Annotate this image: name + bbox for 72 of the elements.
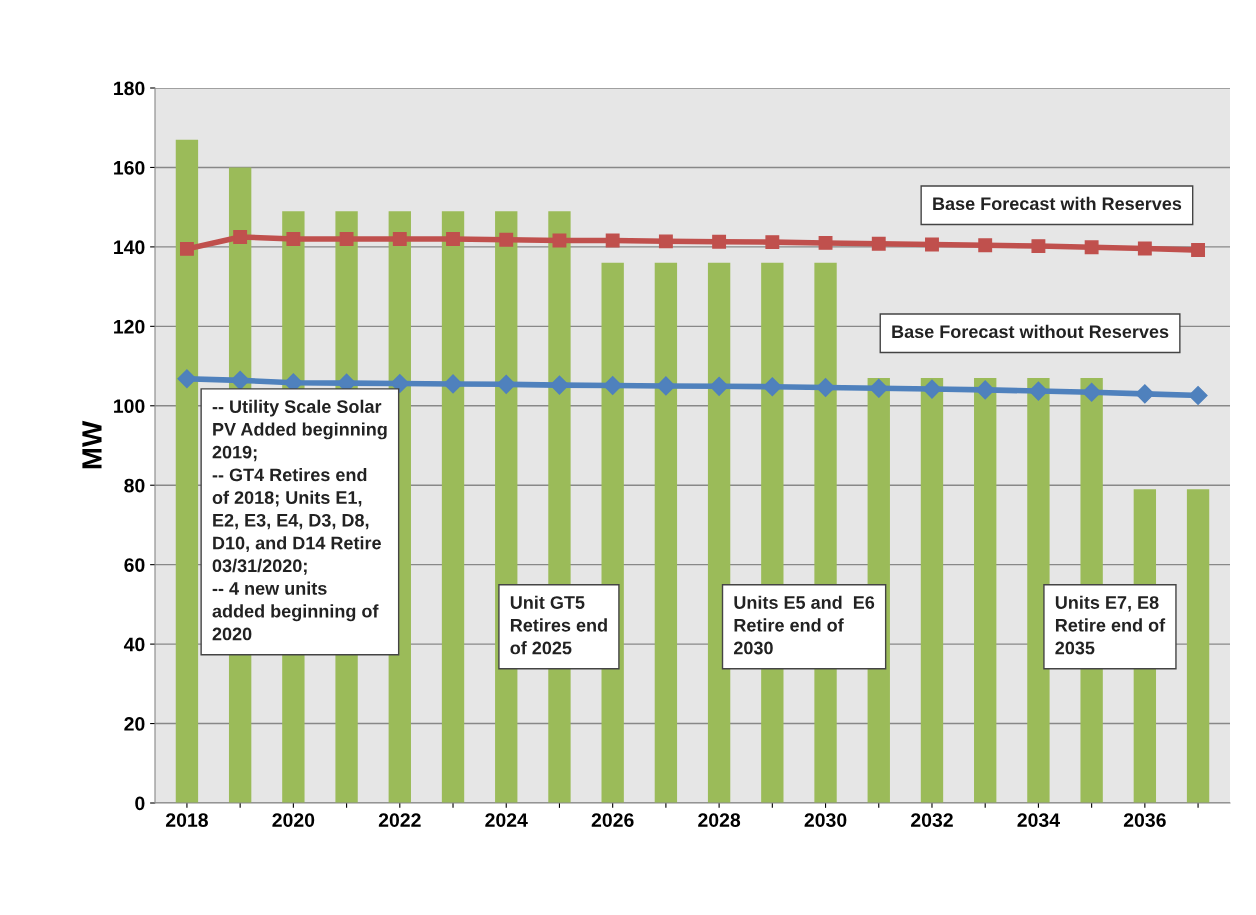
x-tick-label: 2034	[1017, 813, 1060, 828]
point	[443, 374, 463, 394]
y-tick-label: 180	[114, 81, 145, 96]
point	[1082, 382, 1102, 402]
point	[816, 377, 836, 398]
point	[446, 231, 460, 246]
point	[496, 374, 516, 394]
point	[339, 231, 354, 246]
x-tick-label: 2036	[1123, 813, 1166, 828]
point	[603, 375, 623, 396]
point	[499, 232, 514, 247]
x-tick-label: 2028	[698, 813, 741, 827]
point	[1084, 240, 1099, 255]
point	[978, 238, 993, 253]
x-tick-label: 2020	[272, 813, 315, 827]
point	[656, 376, 676, 396]
x-tick-label: 2026	[591, 813, 634, 827]
y-tick-label: 60	[124, 558, 145, 572]
point	[818, 235, 833, 250]
point	[1137, 241, 1152, 256]
y-tick-label: 40	[123, 637, 145, 652]
point	[712, 234, 727, 249]
bar	[654, 262, 678, 803]
point	[871, 236, 886, 251]
point	[765, 235, 780, 250]
x-tick-label: 2030	[804, 813, 847, 828]
point	[1191, 243, 1206, 258]
y-tick-label: 80	[124, 478, 145, 493]
point	[869, 378, 889, 398]
annotation: Unit GT5 Retires end of 2025	[510, 595, 607, 655]
series-label: Base Forecast with Reserves	[933, 196, 1182, 211]
point	[975, 380, 995, 400]
point	[390, 373, 410, 394]
y-tick-label: 0	[135, 796, 145, 811]
point	[1135, 384, 1155, 404]
point	[179, 241, 194, 256]
point	[286, 231, 301, 246]
annotation: Units E5 and E6 Retire end of 2030	[733, 595, 875, 655]
annotation: Units E7, E8 Retire end of 2035	[1055, 595, 1166, 655]
bar	[707, 262, 731, 803]
point	[605, 233, 620, 248]
point	[925, 237, 939, 252]
point	[392, 231, 407, 246]
bar	[175, 139, 199, 803]
bar	[1027, 377, 1050, 803]
x-tick-label: 2018	[165, 813, 208, 827]
y-tick-label: 140	[114, 240, 145, 255]
point	[549, 375, 569, 395]
point	[1028, 381, 1048, 401]
x-tick-label: 2022	[378, 813, 421, 827]
x-tick-label: 2024	[485, 813, 528, 827]
y-tick-label: 100	[114, 399, 145, 414]
point	[658, 234, 673, 249]
y-tick-label: 160	[114, 160, 145, 175]
point	[709, 376, 729, 396]
point	[230, 370, 250, 390]
point	[177, 369, 197, 389]
bar	[920, 377, 944, 803]
bar	[974, 377, 997, 803]
point	[233, 230, 248, 244]
bar	[1186, 489, 1210, 803]
x-tick-label: 2032	[911, 813, 953, 828]
y-tick-label: 20	[124, 717, 145, 731]
point	[762, 377, 782, 397]
text: -- Utility Scale Solar PV Added beginning 2019; -- GT4 Retires end of 2018; Units E1, E2, E3, E4, D3, D8, D10, and D14 Retire 03/31/2020; -- 4 new units added beginning of 2020	[212, 399, 387, 641]
bar	[441, 211, 465, 803]
point	[922, 379, 942, 399]
y-axis-title: MW	[82, 420, 102, 469]
point	[1188, 385, 1208, 405]
point	[1031, 239, 1046, 254]
text: Base Forecast without Reserves	[892, 324, 1169, 339]
y-tick-label: 120	[114, 319, 145, 334]
